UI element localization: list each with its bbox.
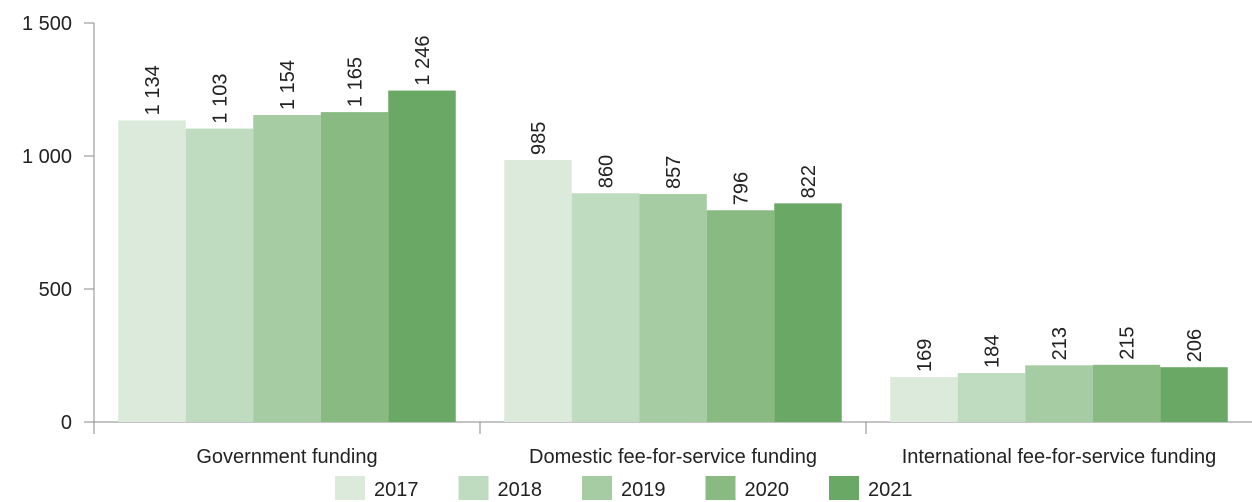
bar-international-fee-for-service-funding-2021 [1160, 367, 1228, 422]
legend-item-2020: 2020 [705, 476, 790, 501]
legend-swatch [458, 476, 489, 500]
bar-domestic-fee-for-service-funding-2017 [504, 159, 572, 423]
bar-domestic-fee-for-service-funding-2018 [571, 193, 640, 422]
x-category-label: Domestic fee-for-service funding [529, 446, 817, 468]
bar-international-fee-for-service-funding-2018 [957, 373, 1026, 422]
data-label-domestic-fee-for-service-funding-2021: 822 [798, 165, 820, 198]
legend-label: 2020 [745, 479, 790, 501]
bar-domestic-fee-for-service-funding-2020 [706, 210, 775, 422]
y-tick-label: 1 500 [22, 13, 72, 35]
bar-international-fee-for-service-funding-2019 [1025, 365, 1093, 422]
legend-swatch [829, 476, 859, 500]
data-label-government-funding-2019: 1 154 [277, 60, 299, 110]
data-label-domestic-fee-for-service-funding-2017: 985 [528, 122, 550, 155]
data-label-international-fee-for-service-funding-2018: 184 [982, 335, 1004, 368]
legend-item-2017: 2017 [335, 476, 419, 501]
bar-government-funding-2020 [320, 112, 389, 423]
bar-international-fee-for-service-funding-2017 [890, 377, 958, 422]
data-label-government-funding-2021: 1 246 [412, 36, 434, 86]
y-axis: 0 500 1 000 1 500 [22, 13, 95, 434]
data-label-international-fee-for-service-funding-2017: 169 [914, 339, 936, 372]
data-labels: 1 134 1 103 1 154 1 165 1 246 985 860 857 796 822… [142, 36, 1206, 373]
bar-international-fee-for-service-funding-2020 [1092, 364, 1161, 422]
bars [118, 90, 1228, 423]
bar-government-funding-2018 [185, 128, 254, 423]
legend: 2017 2018 2019 2020 2021 [335, 476, 913, 501]
legend-label: 2021 [868, 479, 913, 501]
legend-swatch [705, 476, 736, 500]
data-label-domestic-fee-for-service-funding-2018: 860 [596, 155, 618, 188]
bar-government-funding-2019 [253, 115, 321, 422]
legend-label: 2017 [374, 479, 419, 501]
legend-label: 2018 [498, 479, 543, 501]
y-tick-label: 0 [61, 412, 72, 434]
legend-label: 2019 [621, 479, 666, 501]
x-category-label: Government funding [196, 446, 377, 468]
bar-domestic-fee-for-service-funding-2019 [639, 194, 707, 422]
data-label-international-fee-for-service-funding-2021: 206 [1184, 329, 1206, 362]
bar-government-funding-2021 [388, 90, 456, 423]
legend-swatch [335, 476, 365, 500]
bar-domestic-fee-for-service-funding-2021 [774, 203, 842, 422]
legend-item-2018: 2018 [458, 476, 543, 501]
data-label-international-fee-for-service-funding-2020: 215 [1117, 326, 1139, 359]
y-tick-label: 1 000 [22, 146, 72, 168]
y-tick-label: 500 [39, 279, 72, 301]
bar-government-funding-2017 [118, 120, 186, 422]
data-label-domestic-fee-for-service-funding-2019: 857 [663, 156, 685, 189]
data-label-domestic-fee-for-service-funding-2020: 796 [731, 172, 753, 205]
legend-item-2019: 2019 [582, 476, 666, 501]
data-label-government-funding-2017: 1 134 [142, 65, 164, 115]
x-axis: Government funding Domestic fee-for-servi… [94, 421, 1252, 468]
legend-item-2021: 2021 [829, 476, 913, 501]
legend-swatch [582, 476, 612, 500]
data-label-government-funding-2020: 1 165 [345, 57, 367, 107]
data-label-international-fee-for-service-funding-2019: 213 [1049, 327, 1071, 360]
x-category-label: International fee-for-service funding [902, 446, 1217, 468]
data-label-government-funding-2018: 1 103 [210, 74, 232, 124]
